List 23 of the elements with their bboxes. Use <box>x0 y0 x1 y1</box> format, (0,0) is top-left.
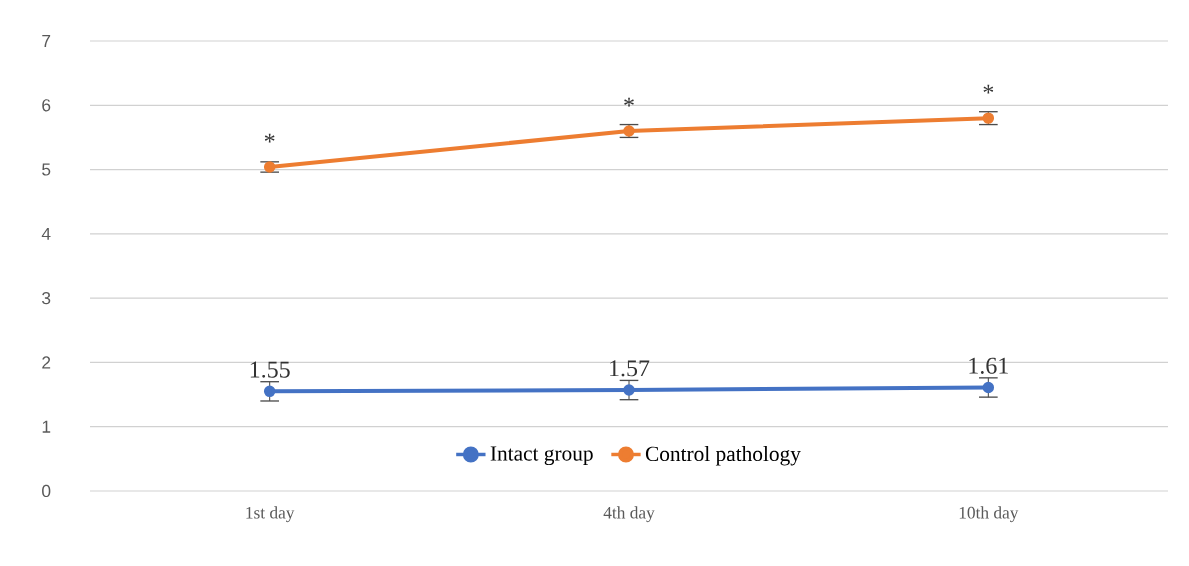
x-tick-label: 1st day <box>246 506 295 523</box>
point <box>263 161 276 173</box>
annotation: * <box>983 84 994 94</box>
data-label: 1.61 <box>969 357 1008 374</box>
data-label: 1.55 <box>250 361 290 378</box>
data-label: 1.57 <box>610 360 650 377</box>
y-tick-label: 2 <box>42 356 51 369</box>
x-tick-label: 10th day <box>959 506 1019 523</box>
x-tick-label: 4th day <box>603 506 655 523</box>
annotation: * <box>624 97 634 107</box>
point <box>982 112 995 124</box>
y-tick-label: 3 <box>42 291 51 305</box>
point <box>623 125 635 137</box>
y-tick-label: 4 <box>41 227 51 240</box>
point <box>623 384 635 396</box>
y-tick-label: 1 <box>42 420 51 433</box>
legend-label: Control pathology <box>645 446 801 466</box>
legend-label: Intact group <box>490 446 593 466</box>
y-tick-label: 5 <box>42 163 51 176</box>
annotation: * <box>264 133 275 143</box>
y-tick-label: 7 <box>42 35 51 47</box>
y-tick-label: 6 <box>42 99 51 112</box>
y-tick-label: 0 <box>42 484 51 498</box>
